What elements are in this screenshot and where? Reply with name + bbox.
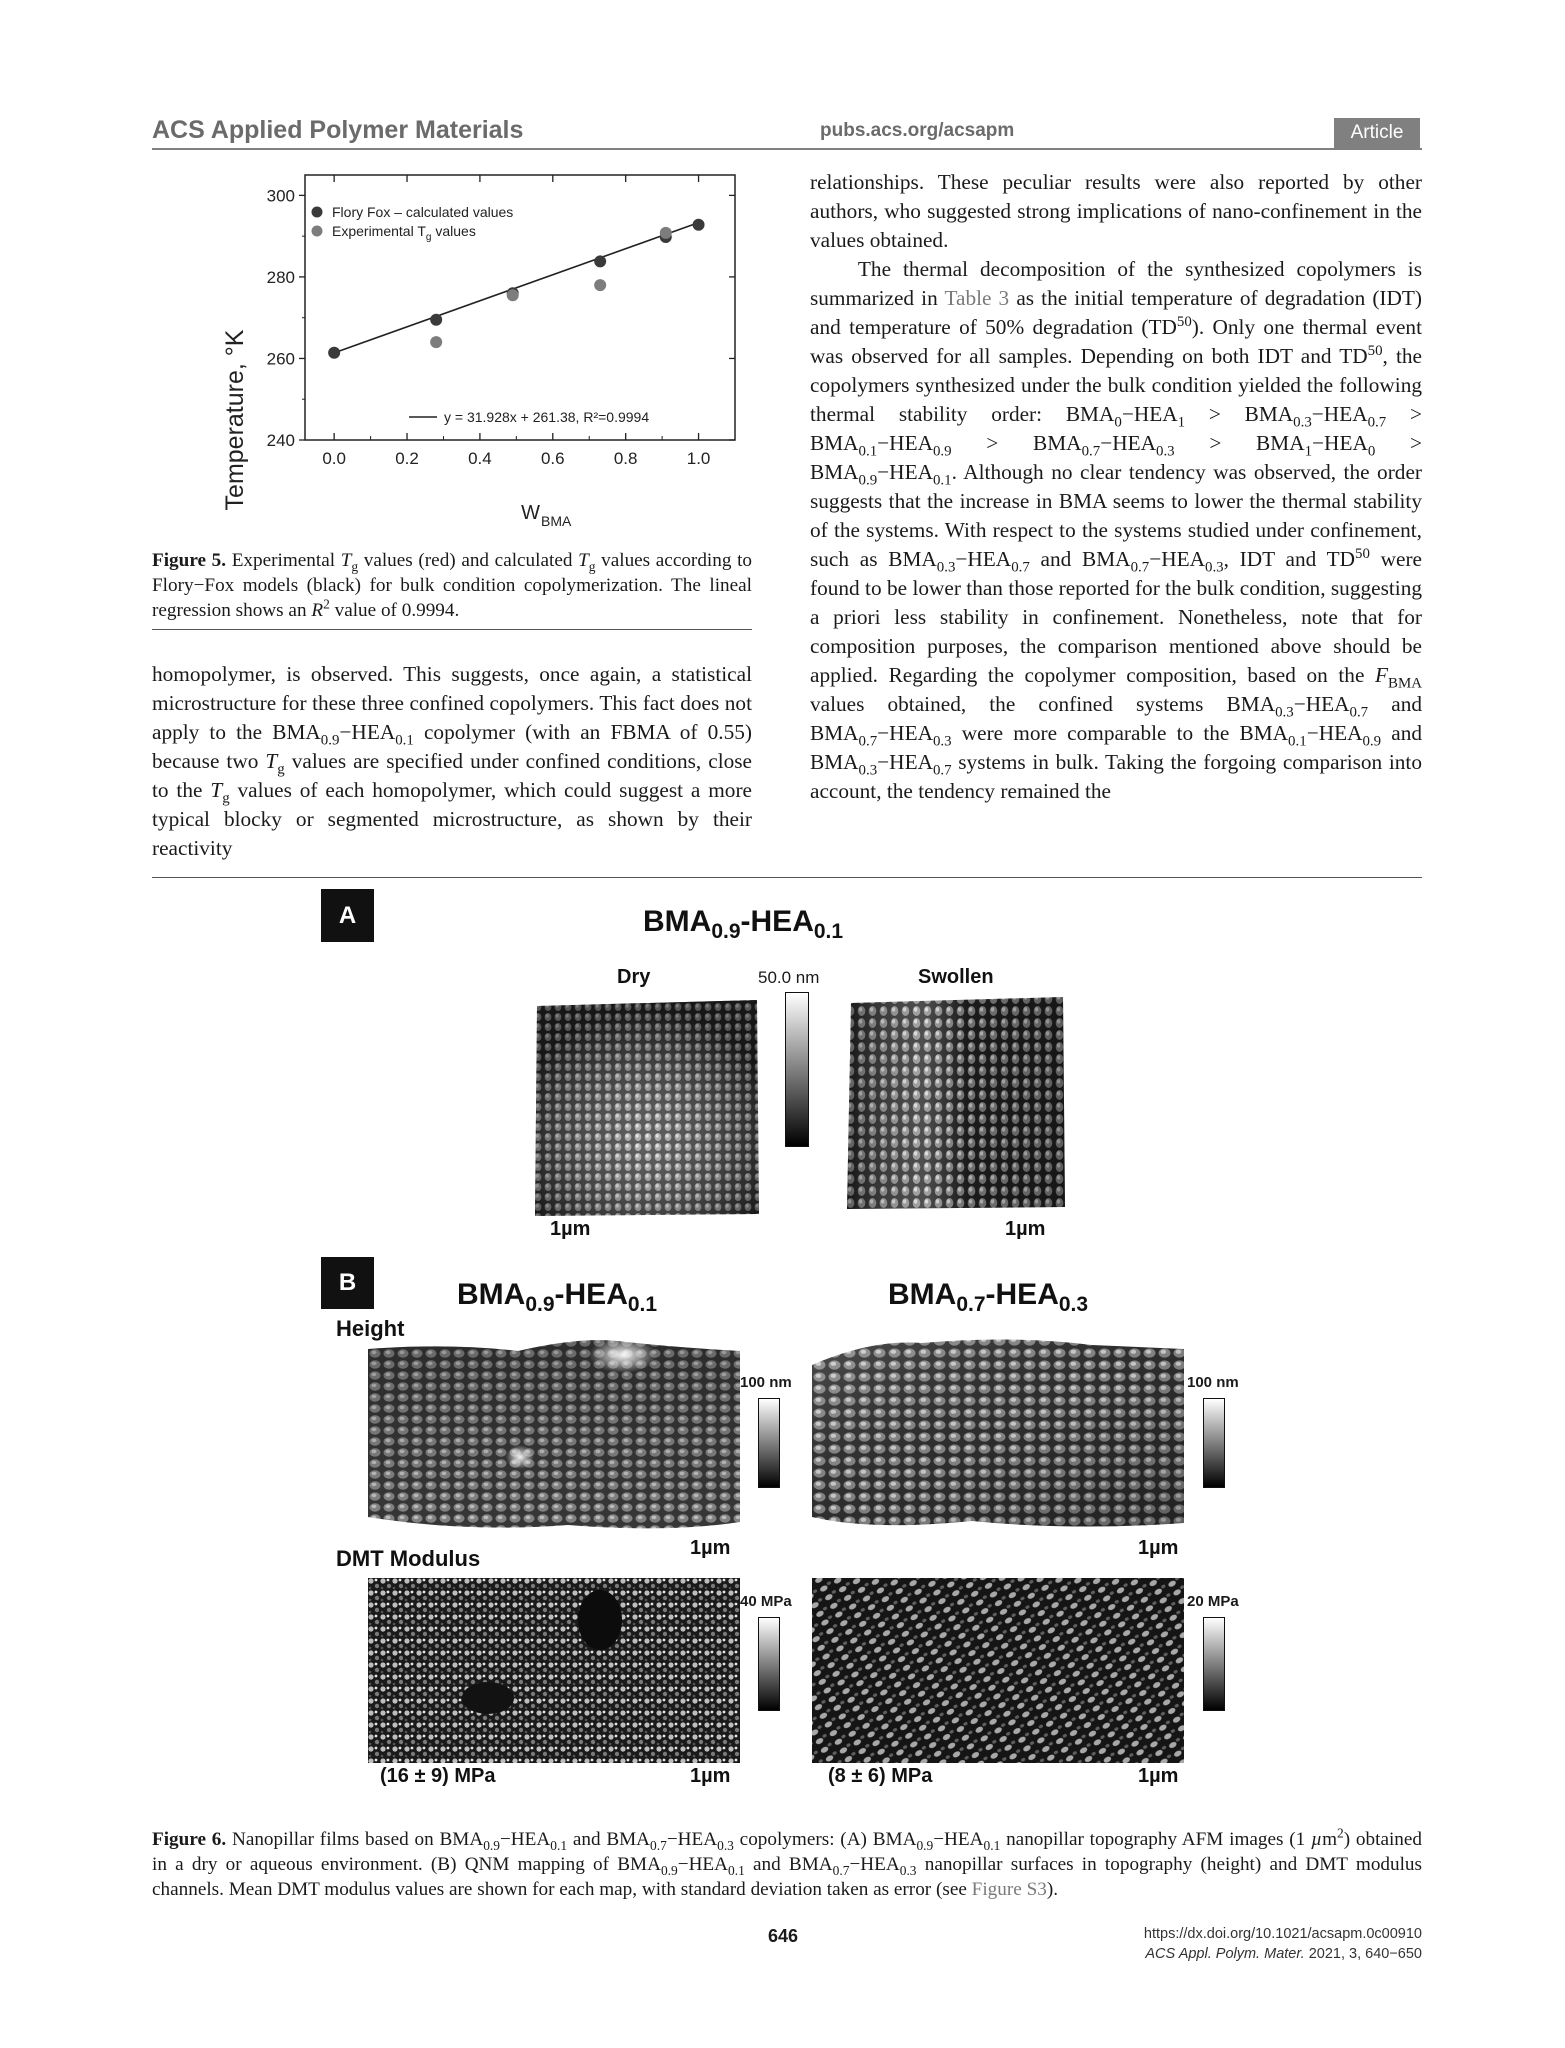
- panel-b-title-left: BMA0.9-HEA0.1: [457, 1278, 658, 1316]
- figure5-chart: 0.0 0.2 0.4 0.6 0.8 1.0 240 260 280 300 y = 31.92…: [221, 174, 736, 529]
- colorbar-label-dmt-right: 20 MPa: [1187, 1593, 1239, 1610]
- x-tick-label: 0.8: [614, 449, 638, 468]
- x-axis-label-sub: BMA: [541, 513, 572, 529]
- calculated-point: [430, 313, 443, 326]
- paragraph: The thermal decomposition of the synthes…: [810, 257, 1423, 803]
- dmt-mean-left: (16 ± 9) MPa: [380, 1765, 496, 1787]
- panel-b-label: B: [321, 1257, 374, 1309]
- panel-a-label: A: [321, 889, 374, 942]
- y-axis-label: Temperature, °K: [221, 329, 249, 510]
- doi-link[interactable]: https://dx.doi.org/10.1021/acsapm.0c0091…: [1143, 1926, 1422, 1942]
- paragraph: homopolymer, is observed. This suggests,…: [152, 662, 753, 860]
- scale-bar-dmt-right: 1µm: [1138, 1765, 1179, 1787]
- calculated-point: [328, 346, 341, 359]
- calculated-point: [594, 255, 607, 268]
- figure6-rule: [152, 877, 1422, 878]
- experimental-point: [430, 336, 443, 349]
- scale-bar-height-left: 1µm: [690, 1537, 731, 1559]
- colorbar-dmt-right: [1203, 1617, 1225, 1711]
- colorbar-dmt-left: [758, 1617, 780, 1711]
- scale-bar-height-right: 1µm: [1138, 1537, 1179, 1559]
- legend-entry: Flory Fox – calculated values: [332, 204, 513, 220]
- afm-height-left: [368, 1337, 740, 1529]
- journal-url[interactable]: pubs.acs.org/acsapm: [820, 120, 1015, 141]
- x-axis-label: W: [521, 502, 540, 524]
- fit-equation-label: y = 31.928x + 261.38, R²=0.9994: [444, 409, 649, 425]
- colorbar-label-height-left: 100 nm: [740, 1374, 792, 1391]
- dmt-channel-label: DMT Modulus: [336, 1546, 481, 1571]
- height-channel-label: Height: [336, 1316, 405, 1341]
- colorbar-height-left: [758, 1398, 780, 1488]
- legend-marker: [311, 225, 323, 237]
- calculated-point: [692, 218, 705, 231]
- legend-entry: Experimental Tg values: [332, 223, 476, 243]
- figure5-rule: [152, 629, 752, 630]
- colorbar-label-height-right: 100 nm: [1187, 1374, 1239, 1391]
- afm-image-swollen: [847, 997, 1065, 1209]
- plot-frame: [304, 174, 736, 441]
- afm-dmt-right: [812, 1578, 1184, 1763]
- colorbar-a: [785, 992, 809, 1147]
- figure6-caption-label: Figure 6.: [152, 1829, 227, 1850]
- scale-bar-dry: 1µm: [550, 1218, 591, 1240]
- left-column-text: homopolymer, is observed. This suggests,…: [152, 660, 752, 863]
- panel-b-title-right: BMA0.7-HEA0.3: [888, 1278, 1089, 1316]
- x-tick-label: 0.2: [395, 449, 419, 468]
- y-tick-label: 240: [267, 431, 295, 450]
- x-tick-label: 1.0: [687, 449, 711, 468]
- page-number: 646: [768, 1926, 799, 1946]
- x-tick-label: 0.6: [541, 449, 565, 468]
- colorbar-height-right: [1203, 1398, 1225, 1488]
- y-tick-label: 260: [267, 349, 295, 368]
- figure5-caption-text: Experimental Tg values (red) and calcula…: [152, 550, 753, 621]
- figure5-caption: Figure 5. Experimental Tg values (red) a…: [152, 548, 752, 623]
- article-badge: Article: [1334, 118, 1420, 148]
- paragraph: relationships. These peculiar results we…: [810, 170, 1422, 252]
- figure6-caption-text: Nanopillar films based on BMA0.9−HEA0.1 …: [152, 1825, 1422, 1900]
- dry-label: Dry: [617, 966, 651, 988]
- figure6-caption: Figure 6. Nanopillar films based on BMA0…: [152, 1825, 1422, 1902]
- afm-dmt-left: [368, 1578, 740, 1763]
- right-column-text: relationships. These peculiar results we…: [810, 168, 1422, 806]
- scale-bar-dmt-left: 1µm: [690, 1765, 731, 1787]
- experimental-point: [506, 289, 519, 302]
- journal-name: ACS Applied Polymer Materials: [152, 116, 524, 144]
- legend-marker: [311, 206, 323, 218]
- afm-image-dry: [535, 1000, 759, 1216]
- experimental-point: [659, 226, 672, 239]
- experimental-point: [594, 279, 607, 292]
- dmt-mean-right: (8 ± 6) MPa: [828, 1765, 933, 1787]
- x-tick-label: 0.0: [322, 449, 346, 468]
- panel-a-title: BMA0.9-HEA0.1: [643, 905, 844, 943]
- x-tick-label: 0.4: [468, 449, 492, 468]
- swollen-label: Swollen: [918, 966, 994, 988]
- afm-height-right: [812, 1339, 1184, 1527]
- regression-line: [333, 221, 699, 354]
- y-tick-label: 280: [267, 268, 295, 287]
- y-tick-label: 300: [267, 186, 295, 205]
- header-rule: [152, 148, 1422, 150]
- figure5-caption-label: Figure 5.: [152, 550, 227, 571]
- colorbar-label-a: 50.0 nm: [758, 968, 820, 987]
- colorbar-label-dmt-left: 40 MPa: [740, 1593, 792, 1610]
- scale-bar-swollen: 1µm: [1005, 1218, 1046, 1240]
- citation: ACS Appl. Polym. Mater. 2021, 3, 640−650: [1145, 1946, 1422, 1962]
